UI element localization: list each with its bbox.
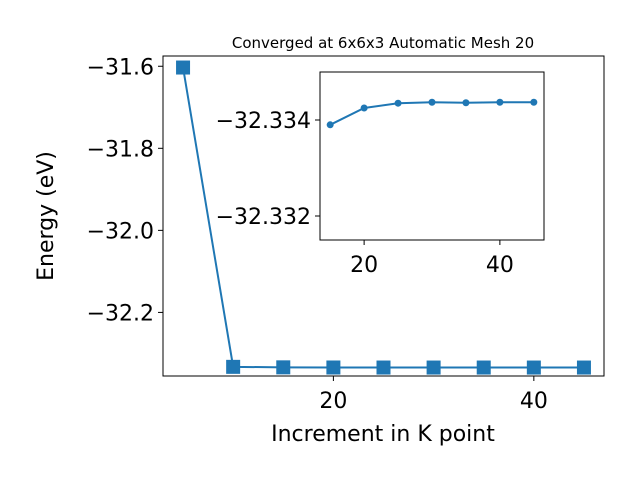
inset-plot-frame — [319, 71, 545, 241]
main-series-point-5 — [376, 360, 391, 375]
main-series-point-9 — [576, 360, 591, 375]
main-y-ticks: −31.6 −31.8 −32.0 −32.2 — [87, 55, 163, 326]
inset-series-point-5 — [462, 99, 470, 107]
inset-series-point-2 — [360, 104, 368, 112]
main-series-point-8 — [526, 360, 541, 375]
main-x-tick-label-40: 40 — [520, 389, 548, 414]
main-series-point-2 — [226, 359, 241, 374]
chart-title: Converged at 6x6x3 Automatic Mesh 20 — [232, 34, 534, 52]
main-series-point-6 — [426, 360, 441, 375]
inset-series-point-6 — [496, 98, 504, 106]
main-y-tick-label-3: −32.0 — [87, 219, 154, 244]
main-y-tick-label-2: −31.8 — [87, 137, 154, 162]
main-series — [176, 60, 591, 375]
inset-series — [326, 98, 538, 129]
main-series-point-3 — [276, 360, 291, 375]
inset-series-point-7 — [530, 98, 538, 106]
inset-x-ticks: 20 40 — [350, 240, 514, 278]
inset-series-point-1 — [326, 121, 334, 129]
main-series-point-1 — [176, 60, 191, 75]
inset-series-point-3 — [394, 99, 402, 107]
main-x-ticks: 20 40 — [319, 376, 548, 414]
main-series-point-4 — [326, 360, 341, 375]
inset-x-tick-label-20: 20 — [350, 253, 378, 278]
inset-y-tick-label-1: −32.334 — [216, 109, 311, 134]
inset-y-ticks: −32.334 −32.332 — [216, 109, 320, 230]
inset-series-point-4 — [428, 98, 436, 106]
inset-x-tick-label-40: 40 — [486, 253, 514, 278]
main-y-tick-label-4: −32.2 — [87, 301, 154, 326]
inset-y-tick-label-2: −32.332 — [216, 205, 311, 230]
main-x-tick-label-20: 20 — [319, 389, 347, 414]
main-x-axis-title: Increment in K point — [271, 422, 495, 447]
main-y-axis-title: Energy (eV) — [34, 151, 59, 281]
main-series-point-7 — [476, 360, 491, 375]
main-y-tick-label-1: −31.6 — [87, 55, 154, 80]
